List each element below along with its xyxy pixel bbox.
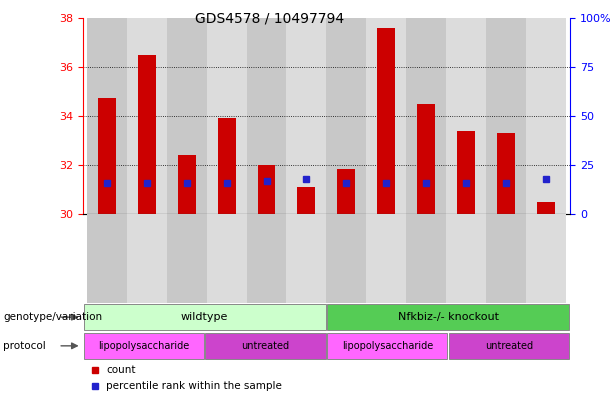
Bar: [327, 333, 447, 359]
Bar: [218, 118, 235, 214]
Bar: [246, 214, 286, 303]
Text: protocol: protocol: [3, 341, 46, 351]
Bar: [207, 214, 246, 303]
Bar: [446, 18, 486, 214]
Bar: [167, 18, 207, 214]
Bar: [526, 214, 566, 303]
Text: percentile rank within the sample: percentile rank within the sample: [106, 381, 282, 391]
Bar: [446, 214, 486, 303]
Text: GDS4578 / 10497794: GDS4578 / 10497794: [195, 11, 345, 25]
Text: count: count: [106, 365, 135, 375]
Text: lipopolysaccharide: lipopolysaccharide: [341, 341, 433, 351]
Bar: [87, 18, 127, 214]
Bar: [297, 187, 316, 214]
Bar: [207, 18, 246, 214]
Bar: [406, 214, 446, 303]
Bar: [497, 133, 515, 214]
Bar: [167, 214, 207, 303]
Bar: [367, 214, 406, 303]
Bar: [257, 165, 275, 214]
Bar: [417, 104, 435, 214]
Bar: [327, 214, 367, 303]
Text: Nfkbiz-/- knockout: Nfkbiz-/- knockout: [398, 312, 499, 322]
Bar: [83, 304, 326, 330]
Text: genotype/variation: genotype/variation: [3, 312, 102, 322]
Bar: [526, 18, 566, 214]
Bar: [449, 333, 569, 359]
Bar: [83, 333, 204, 359]
Bar: [286, 18, 327, 214]
Text: wildtype: wildtype: [181, 312, 228, 322]
Bar: [178, 155, 196, 214]
Text: untreated: untreated: [242, 341, 289, 351]
Bar: [406, 18, 446, 214]
Bar: [486, 214, 526, 303]
Bar: [378, 28, 395, 214]
Bar: [205, 333, 326, 359]
Bar: [138, 55, 156, 214]
Bar: [286, 214, 327, 303]
Bar: [367, 18, 406, 214]
Text: untreated: untreated: [485, 341, 533, 351]
Bar: [486, 18, 526, 214]
Text: lipopolysaccharide: lipopolysaccharide: [98, 341, 189, 351]
Bar: [87, 214, 127, 303]
Bar: [246, 18, 286, 214]
Bar: [97, 97, 116, 214]
Bar: [127, 18, 167, 214]
Bar: [327, 304, 569, 330]
Bar: [337, 169, 356, 214]
Bar: [457, 130, 475, 214]
Bar: [127, 214, 167, 303]
Bar: [327, 18, 367, 214]
Bar: [537, 202, 555, 214]
